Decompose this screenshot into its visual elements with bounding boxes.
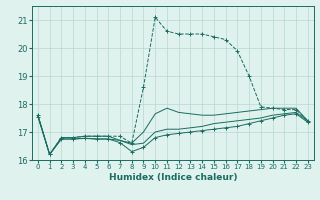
- X-axis label: Humidex (Indice chaleur): Humidex (Indice chaleur): [108, 173, 237, 182]
